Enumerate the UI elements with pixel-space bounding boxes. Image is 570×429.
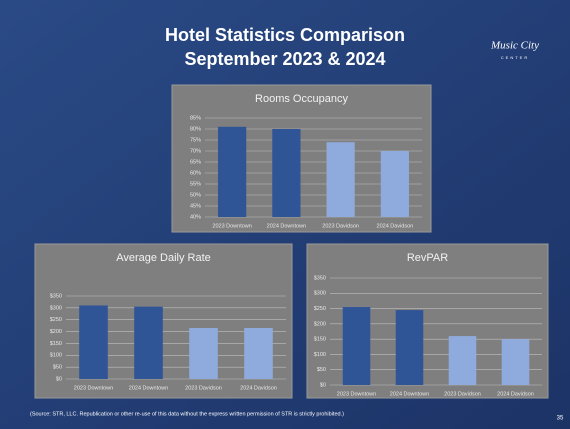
y-tick-label: $150 bbox=[50, 341, 62, 347]
y-tick-label: 60% bbox=[190, 170, 201, 176]
y-tick-label: 75% bbox=[190, 137, 201, 143]
x-tick-label: 2023 Downtown bbox=[74, 385, 113, 391]
x-tick-label: 2024 Downtown bbox=[129, 385, 168, 391]
y-tick-label: $0 bbox=[320, 382, 326, 388]
chart-title: Rooms Occupancy bbox=[255, 93, 348, 105]
x-tick-label: 2024 Davidson bbox=[497, 391, 534, 397]
x-tick-label: 2024 Downtown bbox=[390, 391, 429, 397]
bar bbox=[395, 310, 424, 385]
chart-title: Average Daily Rate bbox=[116, 252, 211, 264]
x-tick-label: 2024 Davidson bbox=[377, 223, 414, 229]
y-tick-label: $200 bbox=[50, 329, 62, 335]
y-tick-label: 80% bbox=[190, 126, 201, 132]
x-tick-label: 2023 Davidson bbox=[444, 391, 481, 397]
bar bbox=[501, 339, 530, 385]
page-number: 35 bbox=[557, 416, 564, 422]
logo: Music City bbox=[490, 40, 539, 52]
y-tick-label: $300 bbox=[314, 291, 326, 297]
bar bbox=[326, 142, 355, 217]
y-tick-label: $200 bbox=[314, 321, 326, 327]
bar bbox=[79, 305, 108, 379]
x-tick-label: 2024 Davidson bbox=[240, 385, 277, 391]
y-tick-label: 50% bbox=[190, 192, 201, 198]
bar bbox=[380, 151, 409, 217]
y-tick-label: 65% bbox=[190, 159, 201, 165]
bar bbox=[218, 126, 247, 217]
y-tick-label: $250 bbox=[314, 306, 326, 312]
x-tick-label: 2023 Davidson bbox=[185, 385, 222, 391]
slide-subtitle: September 2023 & 2024 bbox=[184, 49, 385, 69]
source: (Source: STR, LLC. Republication or othe… bbox=[30, 411, 344, 417]
y-tick-label: $350 bbox=[314, 275, 326, 281]
y-tick-label: $100 bbox=[314, 352, 326, 358]
y-tick-label: 45% bbox=[190, 203, 201, 209]
y-tick-label: $50 bbox=[53, 365, 62, 371]
slide-title: Hotel Statistics Comparison bbox=[165, 25, 405, 45]
bar bbox=[342, 307, 371, 385]
y-tick-label: 85% bbox=[190, 115, 201, 121]
y-tick-label: 55% bbox=[190, 181, 201, 187]
bar bbox=[189, 328, 218, 379]
y-tick-label: 70% bbox=[190, 148, 201, 154]
x-tick-label: 2023 Downtown bbox=[212, 223, 251, 229]
y-tick-label: $300 bbox=[50, 305, 62, 311]
bar bbox=[134, 306, 163, 379]
x-tick-label: 2023 Davidson bbox=[322, 223, 359, 229]
y-tick-label: $250 bbox=[50, 317, 62, 323]
y-tick-label: $0 bbox=[56, 376, 62, 382]
bar bbox=[448, 336, 477, 385]
y-tick-label: $350 bbox=[50, 293, 62, 299]
y-tick-label: $50 bbox=[317, 367, 326, 373]
x-tick-label: 2023 Downtown bbox=[337, 391, 376, 397]
x-tick-label: 2024 Downtown bbox=[267, 223, 306, 229]
y-tick-label: 40% bbox=[190, 214, 201, 220]
y-tick-label: $150 bbox=[314, 337, 326, 343]
chart-title: RevPAR bbox=[407, 252, 448, 264]
y-tick-label: $100 bbox=[50, 353, 62, 359]
logo-sub: CENTER bbox=[501, 55, 529, 60]
bar bbox=[272, 129, 301, 217]
bar bbox=[244, 328, 273, 379]
